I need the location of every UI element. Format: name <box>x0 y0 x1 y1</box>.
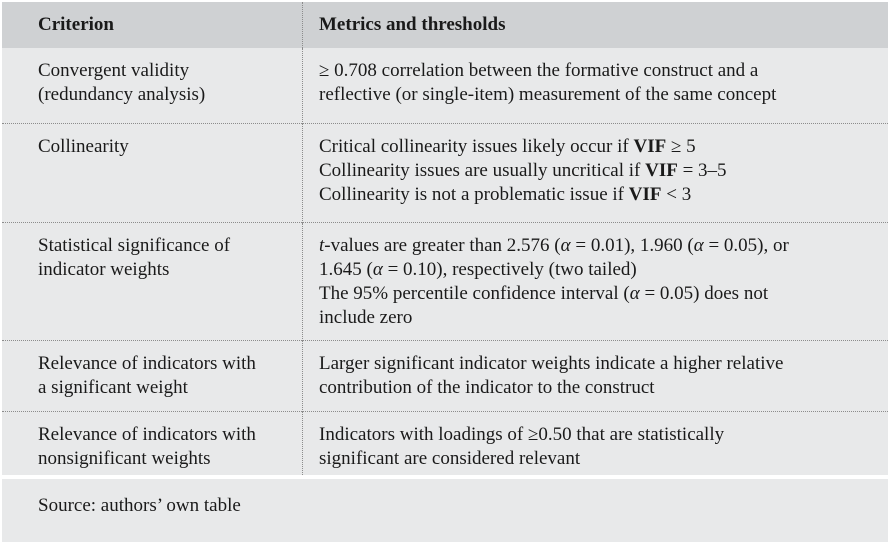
header-metrics: Metrics and thresholds <box>319 14 506 35</box>
metrics-line: Critical collinearity issues likely occu… <box>319 135 880 159</box>
metrics-line: Larger significant indicator weights ind… <box>319 352 784 374</box>
criterion-line: Convergent validity <box>38 60 190 81</box>
text-segment: = 0.05) does not <box>639 282 769 304</box>
text-segment: The 95% percentile confidence interval ( <box>319 282 630 304</box>
text-segment: Critical collinearity issues likely occu… <box>319 135 634 157</box>
metrics-line: The 95% percentile confidence interval (… <box>319 282 880 306</box>
criterion-line: Relevance of indicators with <box>38 423 256 445</box>
source-note: Source: authors’ own table <box>38 495 241 516</box>
metrics-cell: t-values are greater than 2.576 (α = 0.0… <box>303 222 889 340</box>
criterion-cell: Relevance of indicators with a significa… <box>2 340 303 411</box>
criterion-cell: Statistical significance of indicator we… <box>2 222 303 340</box>
criterion-line: (redundancy analysis) <box>38 84 206 105</box>
metrics-line: contribution of the indicator to the con… <box>319 376 655 398</box>
criterion-line: Relevance of indicators with <box>38 352 256 374</box>
text-segment: 1.645 ( <box>319 258 373 280</box>
metrics-cell: ≥ 0.708 correlation between the formativ… <box>303 48 889 123</box>
metrics-cell: Indicators with loadings of ≥0.50 that a… <box>303 411 889 481</box>
alpha-symbol: α <box>372 258 383 280</box>
vif-term: VIF <box>628 183 662 205</box>
vif-term: VIF <box>645 159 678 181</box>
table-row: Statistical significance of indicator we… <box>2 222 888 340</box>
source-footer: Source: authors’ own table <box>2 475 888 542</box>
text-segment: < 3 <box>661 183 692 205</box>
table-row: Relevance of indicators with a significa… <box>2 340 888 411</box>
alpha-symbol: α <box>693 234 704 256</box>
metrics-cell: Larger significant indicator weights ind… <box>303 340 889 411</box>
criterion-cell: Relevance of indicators with nonsignific… <box>2 411 303 481</box>
alpha-symbol: α <box>629 282 640 304</box>
metrics-cell: Critical collinearity issues likely occu… <box>303 123 889 222</box>
criterion-line: nonsignificant weights <box>38 447 211 469</box>
text-segment: Collinearity issues are usually uncritic… <box>319 159 646 181</box>
criterion-line: Statistical significance of <box>38 234 231 256</box>
text-segment: = 3–5 <box>677 159 727 181</box>
t-symbol: t <box>319 234 325 256</box>
table-header-row: Criterion Metrics and thresholds <box>2 2 888 48</box>
header-criterion: Criterion <box>2 2 303 48</box>
text-segment: = 0.01), 1.960 ( <box>570 234 694 256</box>
metrics-line: significant are considered relevant <box>319 447 581 469</box>
metrics-line: Collinearity issues are usually uncritic… <box>319 159 880 183</box>
table-row: Convergent validity (redundancy analysis… <box>2 48 888 123</box>
text-segment: Collinearity is not a problematic issue … <box>319 183 629 205</box>
criterion-line: indicator weights <box>38 258 170 280</box>
metrics-line: t-values are greater than 2.576 (α = 0.0… <box>319 234 880 258</box>
criterion-cell: Collinearity <box>2 123 303 222</box>
text-segment: = 0.05), or <box>703 234 789 256</box>
metrics-line: reflective (or single-item) measurement … <box>319 84 777 105</box>
metrics-line: include zero <box>319 306 413 328</box>
metrics-line: Indicators with loadings of ≥0.50 that a… <box>319 423 725 445</box>
metrics-line: ≥ 0.708 correlation between the formativ… <box>319 60 759 81</box>
table-row: Collinearity Critical collinearity issue… <box>2 123 888 222</box>
table-row: Relevance of indicators with nonsignific… <box>2 411 888 481</box>
metrics-line: 1.645 (α = 0.10), respectively (two tail… <box>319 258 880 282</box>
criterion-line: a significant weight <box>38 376 188 398</box>
text-segment: -values are greater than 2.576 ( <box>324 234 561 256</box>
alpha-symbol: α <box>560 234 571 256</box>
text-segment: ≥ 5 <box>666 135 696 157</box>
metrics-line: Collinearity is not a problematic issue … <box>319 183 880 207</box>
text-segment: = 0.10), respectively (two tailed) <box>382 258 637 280</box>
criterion-cell: Convergent validity (redundancy analysis… <box>2 48 303 123</box>
vif-term: VIF <box>633 135 667 157</box>
criterion-line: Collinearity <box>38 135 129 157</box>
criteria-table: Criterion Metrics and thresholds Converg… <box>2 2 888 481</box>
